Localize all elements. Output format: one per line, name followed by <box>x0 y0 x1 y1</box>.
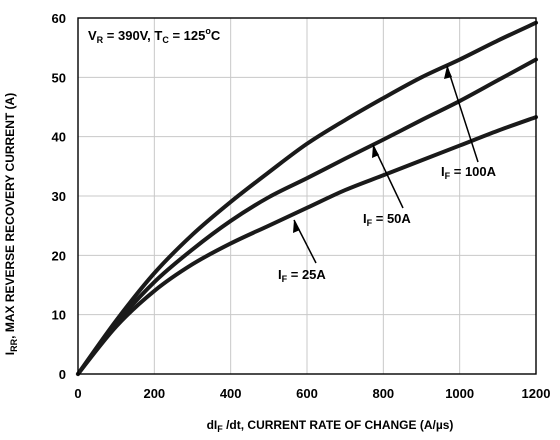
series-label-if-25a: IF = 25A <box>278 267 326 284</box>
conditions-annotation: VR = 390V, TC = 125oC <box>88 26 221 45</box>
x-tick-label: 400 <box>220 386 242 401</box>
y-tick-label: 60 <box>52 11 66 26</box>
series-label-if-100a: IF = 100A <box>441 164 497 181</box>
x-tick-label: 1200 <box>522 386 551 401</box>
y-tick-label: 0 <box>59 367 66 382</box>
x-tick-label: 600 <box>296 386 318 401</box>
y-tick-label: 40 <box>52 130 66 145</box>
y-tick-labels: 0 10 20 30 40 50 60 <box>52 11 66 382</box>
y-tick-label: 20 <box>52 248 66 263</box>
y-tick-label: 50 <box>52 70 66 85</box>
y-tick-label: 30 <box>52 189 66 204</box>
x-tick-labels: 0 200 400 600 800 1000 1200 <box>74 386 550 401</box>
series-label-if-50a: IF = 50A <box>363 211 411 228</box>
x-tick-label: 800 <box>372 386 394 401</box>
x-tick-label: 0 <box>74 386 81 401</box>
grid <box>78 18 536 374</box>
y-tick-label: 10 <box>52 308 66 323</box>
x-tick-label: 200 <box>143 386 165 401</box>
y-axis-title: IRR, MAX REVERSE RECOVERY CURRENT (A) <box>3 93 19 355</box>
x-axis-title: dIF /dt, CURRENT RATE OF CHANGE (A/µs) <box>207 418 454 434</box>
x-tick-label: 1000 <box>445 386 474 401</box>
